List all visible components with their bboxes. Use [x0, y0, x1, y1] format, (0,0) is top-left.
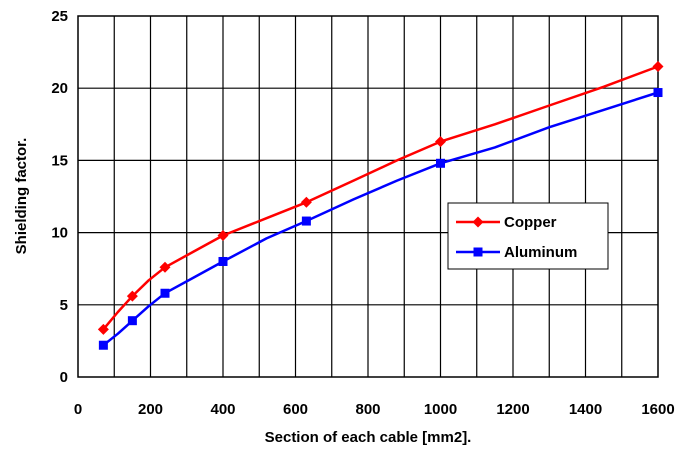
y-tick-label: 15: [51, 152, 68, 169]
y-tick-label: 0: [60, 369, 68, 386]
series-layer: [97, 61, 664, 350]
legend-item-copper: Copper: [456, 214, 557, 231]
y-tick-labels: 0 5 10 15 20 25: [51, 8, 68, 386]
y-tick-label: 25: [51, 8, 68, 25]
legend-item-aluminum: Aluminum: [456, 244, 577, 261]
data-point-copper: [300, 196, 312, 208]
data-point-copper: [217, 229, 229, 241]
data-point-copper: [159, 261, 171, 273]
x-tick-label: 0: [74, 401, 82, 418]
x-tick-label: 1200: [496, 401, 529, 418]
legend-label-aluminum: Aluminum: [504, 244, 577, 261]
x-tick-labels: 0 200 400 600 800 1000 1200 1400 1600: [74, 401, 675, 418]
y-tick-label: 20: [51, 80, 68, 97]
legend-items: Copper Aluminum: [456, 214, 577, 261]
data-point-copper: [126, 290, 138, 302]
x-tick-label: 400: [210, 401, 235, 418]
data-point-aluminum: [301, 216, 311, 226]
x-tick-label: 1600: [641, 401, 674, 418]
data-point-copper: [435, 136, 446, 148]
data-point-aluminum: [436, 158, 445, 168]
y-axis-label: Shielding factor.: [13, 138, 30, 255]
plot-border: [77, 15, 659, 378]
data-point-copper: [652, 61, 664, 73]
series-line-copper: [102, 65, 659, 331]
x-tick-label: 800: [355, 401, 380, 418]
data-point-aluminum: [218, 256, 228, 266]
x-tick-label: 1400: [569, 401, 602, 418]
legend-label-copper: Copper: [504, 214, 557, 231]
x-axis-label: Section of each cable [mm2].: [265, 429, 472, 446]
x-tick-label: 200: [138, 401, 163, 418]
series-copper: [97, 61, 664, 335]
x-tick-label: 1000: [424, 401, 457, 418]
y-tick-label: 5: [60, 297, 68, 314]
plot-frame: [77, 15, 659, 378]
data-point-aluminum: [127, 316, 137, 326]
legend-marker-copper: [472, 216, 484, 228]
legend-marker-aluminum: [473, 247, 483, 257]
series-aluminum: [98, 88, 663, 350]
series-line-aluminum: [102, 91, 659, 347]
grid: [78, 16, 658, 377]
legend-box: [447, 202, 609, 270]
legend: Copper Aluminum: [447, 202, 609, 270]
data-point-copper: [97, 323, 109, 335]
x-tick-label: 600: [283, 401, 308, 418]
y-tick-label: 10: [51, 225, 68, 242]
data-point-aluminum: [653, 88, 663, 98]
data-point-aluminum: [160, 288, 170, 298]
data-point-aluminum: [98, 340, 108, 350]
